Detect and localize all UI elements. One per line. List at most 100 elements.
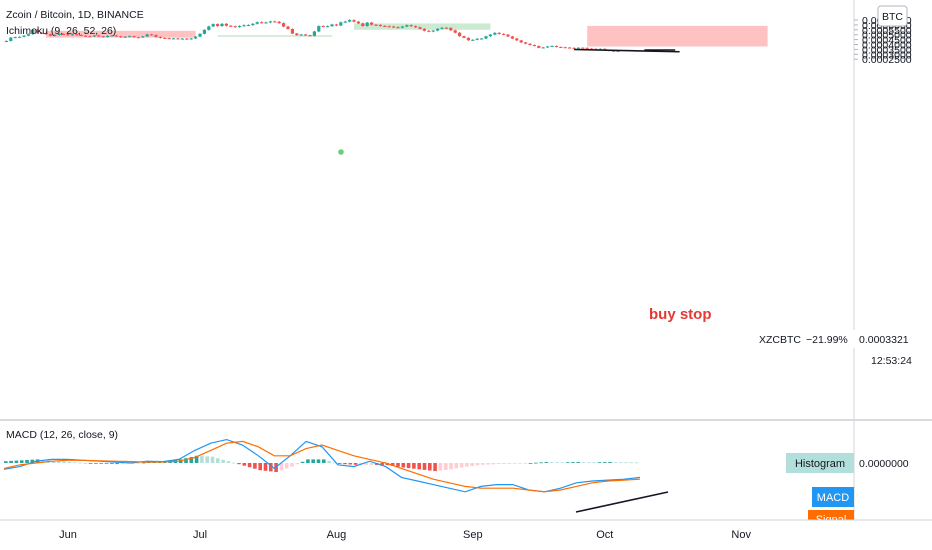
price-axis[interactable]: 0.00065000.00060000.00055000.00050000.00… (854, 15, 912, 66)
histogram-bar (94, 463, 98, 464)
histogram-bar (634, 462, 639, 464)
histogram-bar (14, 460, 19, 463)
histogram-bar (284, 463, 289, 469)
histogram-bar (587, 462, 591, 464)
candle-up (440, 27, 444, 29)
last-price-symbol: XZCBTC (759, 334, 801, 346)
candle-up (53, 34, 57, 36)
price-tick-label: 0.0005000 (862, 30, 912, 42)
candle-down (167, 38, 171, 40)
currency-badge-label: BTC (882, 11, 903, 23)
histogram-bar (263, 463, 268, 471)
candle-up (251, 23, 255, 26)
candle-down (48, 34, 52, 36)
histogram-bar (417, 463, 421, 470)
histogram-bar (136, 463, 141, 464)
histogram-bar (396, 463, 400, 467)
candle-up (57, 33, 61, 35)
candle-up (70, 34, 74, 36)
histogram-bar (110, 463, 114, 464)
histogram-bar (433, 463, 437, 472)
candle-down (414, 26, 418, 28)
histogram-bar (322, 459, 326, 463)
candle-up (189, 38, 193, 40)
histogram-bar (25, 460, 29, 463)
histogram-bar (226, 461, 231, 463)
histogram-bar (62, 461, 66, 463)
histogram-bar (253, 463, 257, 469)
histogram-bar (141, 462, 146, 464)
candle-down (502, 33, 506, 35)
histogram-bar (210, 456, 215, 463)
histogram-bar (539, 462, 543, 464)
candle-up (312, 31, 316, 36)
candle-up (31, 29, 35, 35)
histogram-bar (290, 463, 294, 467)
price-pane[interactable]: buy stop (4, 19, 768, 323)
macd-header: MACD (12, 26, close, 9) (6, 429, 118, 441)
histogram-bar (30, 459, 35, 463)
candle-down (515, 38, 519, 41)
candle-down (563, 47, 567, 49)
candle-up (488, 34, 492, 37)
candle-down (462, 36, 466, 38)
candle-down (304, 34, 308, 36)
candle-up (255, 22, 259, 24)
histogram-bar (571, 462, 575, 463)
candle-up (26, 34, 30, 36)
last-price-value: 0.0003321 (859, 334, 909, 346)
candle-down (532, 44, 536, 46)
histogram-bar (51, 460, 56, 463)
candle-down (277, 21, 281, 24)
histogram-bar (496, 463, 501, 465)
candle-down (572, 47, 576, 49)
histogram-bar (449, 463, 453, 470)
candle-down (88, 36, 92, 38)
currency-badge[interactable]: BTC (877, 5, 908, 27)
histogram-bar (491, 463, 496, 465)
histogram-bar (364, 463, 368, 465)
countdown-timer: 12:53:24 (871, 355, 912, 367)
histogram-bar (216, 458, 220, 463)
candle-up (405, 25, 409, 27)
candle-down (510, 36, 514, 39)
candle-up (128, 36, 132, 38)
macd-pane[interactable]: MACD (12, 26, close, 9) (3, 429, 669, 513)
histogram-bar (518, 463, 522, 464)
time-tick-label: Sep (463, 529, 483, 541)
buy-stop-annotation[interactable]: buy stop (649, 306, 712, 323)
candle-up (541, 47, 545, 49)
candle-down (290, 29, 294, 34)
candle-down (458, 32, 462, 37)
candle-up (484, 36, 488, 39)
macd-trendline[interactable] (575, 491, 669, 513)
candle-down (427, 30, 431, 32)
candle-down (62, 33, 66, 35)
candle-up (238, 25, 242, 28)
signal-badge (808, 510, 854, 520)
candle-down (233, 26, 237, 28)
histogram-bar (629, 462, 633, 464)
macd-zero-value: 0.0000000 (859, 458, 909, 470)
ichimoku-cloud-bull (217, 35, 332, 37)
histogram-bar (597, 462, 602, 464)
histogram-bar (507, 463, 512, 464)
candle-down (352, 20, 356, 22)
histogram-bar (194, 455, 199, 463)
histogram-bar (88, 463, 93, 464)
candle-down (568, 47, 572, 49)
candle-up (172, 38, 176, 40)
histogram-bar (523, 463, 527, 464)
histogram-bar (428, 463, 432, 471)
candle-up (207, 26, 211, 30)
time-axis[interactable]: Jun Jul Aug Sep Oct Nov (59, 529, 751, 541)
histogram-bar (560, 462, 565, 464)
histogram-bar (311, 459, 315, 463)
signal-dot (338, 149, 344, 155)
support-trendline[interactable] (573, 48, 680, 53)
candle-down (101, 36, 105, 38)
candle-down (176, 38, 180, 40)
candle-down (321, 26, 325, 28)
candle-down (418, 27, 422, 29)
